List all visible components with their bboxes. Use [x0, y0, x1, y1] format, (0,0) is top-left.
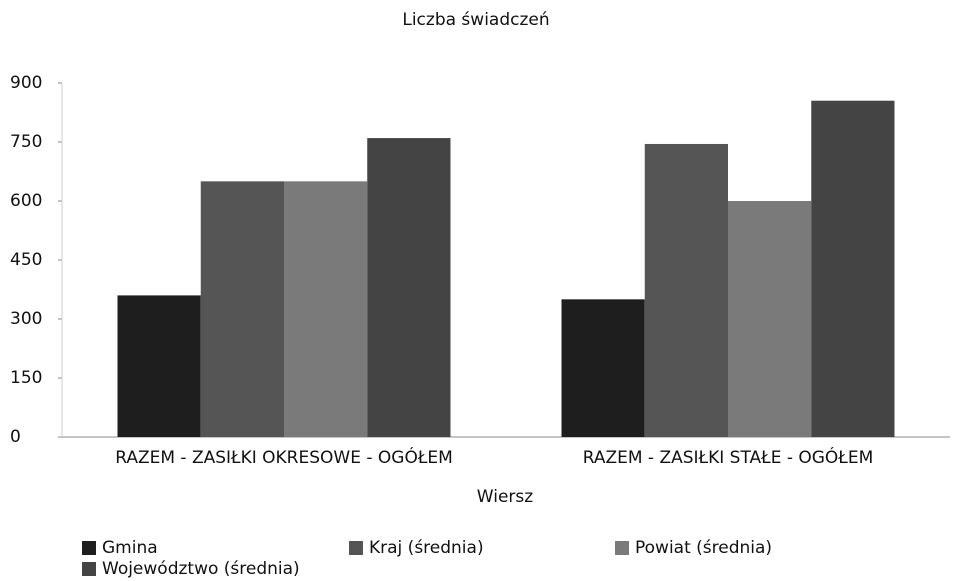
bar — [644, 143, 728, 437]
y-tick-label: 150 — [10, 368, 42, 388]
bar — [367, 138, 451, 438]
x-tick-label: RAZEM - ZASIŁKI STAŁE - OGÓŁEM — [583, 446, 874, 468]
y-tick-label: 0 — [10, 427, 21, 447]
legend-label: Powiat (średnia) — [635, 538, 772, 558]
chart-title: Liczba świadczeń — [402, 10, 549, 30]
y-tick-label: 600 — [10, 191, 42, 211]
y-tick-label: 750 — [10, 132, 42, 152]
y-tick-label: 300 — [10, 309, 42, 329]
bar — [117, 295, 201, 437]
legend-label: Kraj (średnia) — [369, 538, 484, 558]
y-tick-label: 900 — [10, 73, 42, 93]
legend-swatch — [82, 541, 96, 555]
legend-label: Województwo (średnia) — [102, 559, 300, 579]
legend-swatch — [615, 541, 629, 555]
bar — [284, 181, 368, 437]
bar — [811, 100, 895, 437]
x-tick-label: RAZEM - ZASIŁKI OKRESOWE - OGÓŁEM — [115, 446, 453, 468]
legend-swatch — [82, 562, 96, 576]
x-axis-label: Wiersz — [477, 487, 533, 507]
bar — [561, 299, 645, 437]
bar — [728, 201, 812, 437]
legend-swatch — [349, 541, 363, 555]
y-tick-label: 450 — [10, 250, 42, 270]
bar — [200, 181, 284, 437]
legend-label: Gmina — [102, 538, 158, 558]
